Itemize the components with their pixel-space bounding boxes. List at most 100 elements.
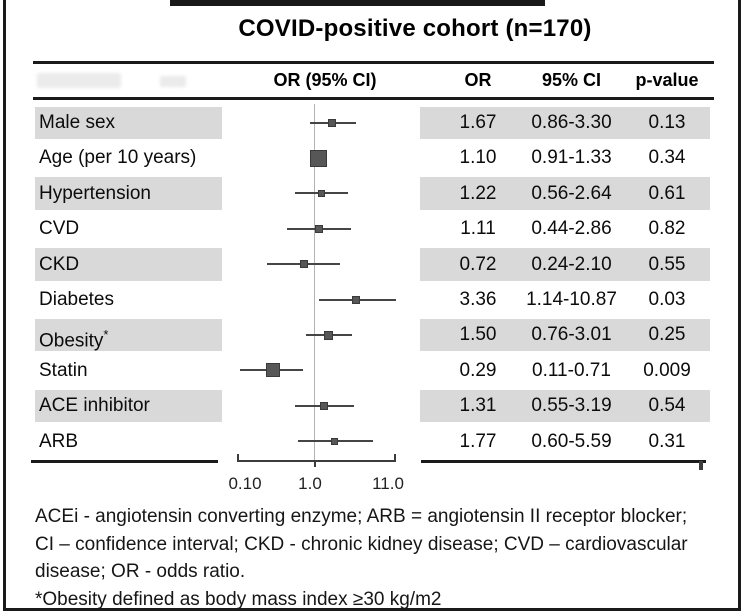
p-value: 0.34 xyxy=(648,147,686,169)
row-shading-right xyxy=(420,318,710,352)
x-axis-right-cap xyxy=(394,454,396,462)
row-label: CVD xyxy=(39,218,80,240)
figure-border-bottom xyxy=(3,608,741,611)
x-axis-line xyxy=(237,460,396,462)
table-row: Male sex 1.67 0.86-3.30 0.13 xyxy=(0,105,750,140)
table-row: ACE inhibitor 1.31 0.55-3.19 0.54 xyxy=(0,388,750,423)
top-crop-artifact xyxy=(170,0,545,6)
or-marker xyxy=(330,437,338,445)
ci-value: 0.86-3.30 xyxy=(531,112,612,133)
row-label: Hypertension xyxy=(39,182,151,204)
or-marker xyxy=(314,224,323,233)
x-axis-left-cap xyxy=(237,454,239,462)
bottom-right-tick-artifact xyxy=(699,461,703,470)
ci-value: 0.91-1.33 xyxy=(531,147,612,169)
or-marker xyxy=(265,363,280,378)
table-row: Age (per 10 years) 1.10 0.91-1.33 0.34 xyxy=(0,140,750,175)
table-row: Obesity* 1.50 0.76-3.01 0.25 xyxy=(0,317,750,352)
table-row: Statin 0.29 0.11-0.71 0.009 xyxy=(0,353,750,388)
ci-value: 0.44-2.86 xyxy=(531,218,612,240)
row-shading-left xyxy=(35,318,222,352)
column-header-95ci: 95% CI xyxy=(541,70,602,90)
or-marker xyxy=(328,118,337,127)
table-row: Diabetes 3.36 1.14-10.87 0.03 xyxy=(0,282,750,317)
table-row: CVD 1.11 0.44-2.86 0.82 xyxy=(0,211,750,246)
or-marker xyxy=(324,330,334,340)
ci-value: 0.55-3.19 xyxy=(531,395,612,417)
row-shading-left xyxy=(35,106,222,139)
or-value: 1.11 xyxy=(460,218,496,240)
table-row: CKD 0.72 0.24-2.10 0.55 xyxy=(0,247,750,282)
x-axis-tick-label: 11.0 xyxy=(372,474,404,493)
p-value: 0.31 xyxy=(648,430,686,452)
ci-value: 1.14-10.87 xyxy=(526,289,617,310)
or-marker xyxy=(320,401,329,410)
footnote: ACEi - angiotensin converting enzyme; AR… xyxy=(35,503,730,613)
row-shading-right xyxy=(420,177,710,210)
or-value: 1.77 xyxy=(459,430,497,452)
row-label: Male sex xyxy=(39,112,116,133)
p-value: 0.13 xyxy=(648,112,686,133)
table-row: Hypertension 1.22 0.56-2.64 0.61 xyxy=(0,176,750,211)
x-axis-tick-label: 1.0 xyxy=(298,474,322,493)
or-value: 1.67 xyxy=(459,112,497,133)
footnote-line: CI – confidence interval; CKD - chronic … xyxy=(35,533,688,555)
table-row: ARB 1.77 0.60-5.59 0.31 xyxy=(0,424,750,459)
or-value: 1.31 xyxy=(459,395,497,417)
x-axis-tick-label: 0.10 xyxy=(228,474,262,493)
faded-text-artifact xyxy=(37,73,121,88)
or-marker xyxy=(352,295,361,304)
chart-title: COVID-positive cohort (n=170) xyxy=(238,15,592,42)
ci-value: 0.60-5.59 xyxy=(531,430,612,452)
column-header-pvalue: p-value xyxy=(635,70,699,90)
or-value: 1.22 xyxy=(459,182,497,204)
or-marker xyxy=(299,260,308,269)
or-value: 3.36 xyxy=(459,289,497,310)
row-label: Age (per 10 years) xyxy=(39,147,197,169)
row-label: Obesity* xyxy=(39,327,109,352)
footnote-line: ACEi - angiotensin converting enzyme; AR… xyxy=(35,506,688,527)
row-label: Diabetes xyxy=(39,289,114,310)
p-value: 0.82 xyxy=(648,218,686,240)
x-axis-center-tick xyxy=(314,460,316,467)
p-value: 0.54 xyxy=(648,395,686,417)
row-label: ARB xyxy=(39,430,79,452)
row-shading-left xyxy=(35,389,222,423)
table-bottom-rule-left xyxy=(31,460,218,463)
footnote-line: disease; OR - odds ratio. xyxy=(35,561,246,582)
row-shading-right xyxy=(420,389,710,423)
reference-line-or-1 xyxy=(314,104,315,460)
row-shading-left xyxy=(35,248,222,281)
or-marker xyxy=(318,189,326,197)
ci-value: 0.56-2.64 xyxy=(531,182,612,204)
or-value: 0.72 xyxy=(459,253,497,275)
or-marker xyxy=(309,149,327,167)
p-value: 0.25 xyxy=(648,324,686,346)
figure-border-right xyxy=(738,0,741,611)
row-shading-left xyxy=(35,177,222,210)
column-header-or-ci-plot: OR (95% CI) xyxy=(273,70,377,90)
row-shading-right xyxy=(420,248,710,281)
figure-border-left xyxy=(3,0,6,611)
ci-value: 0.24-2.10 xyxy=(531,253,612,275)
or-value: 1.10 xyxy=(459,147,497,169)
or-value: 1.50 xyxy=(459,324,497,346)
p-value: 0.03 xyxy=(648,289,686,310)
header-rule-bottom xyxy=(33,97,714,100)
row-label: Statin xyxy=(39,359,88,381)
faded-text-artifact xyxy=(160,76,186,87)
ci-value: 0.76-3.01 xyxy=(531,324,612,346)
footnote-line: *Obesity defined as body mass index ≥30 … xyxy=(35,588,442,610)
header-rule-top xyxy=(33,61,714,64)
row-shading-right xyxy=(420,106,710,139)
p-value: 0.61 xyxy=(648,182,686,204)
ci-value: 0.11-0.71 xyxy=(532,359,611,381)
row-label: ACE inhibitor xyxy=(39,395,150,417)
row-label: CKD xyxy=(39,253,80,275)
p-value: 0.55 xyxy=(648,253,686,275)
table-bottom-rule-right xyxy=(421,460,706,463)
p-value: 0.009 xyxy=(643,359,691,381)
column-header-or: OR xyxy=(464,70,492,90)
or-value: 0.29 xyxy=(459,359,497,381)
